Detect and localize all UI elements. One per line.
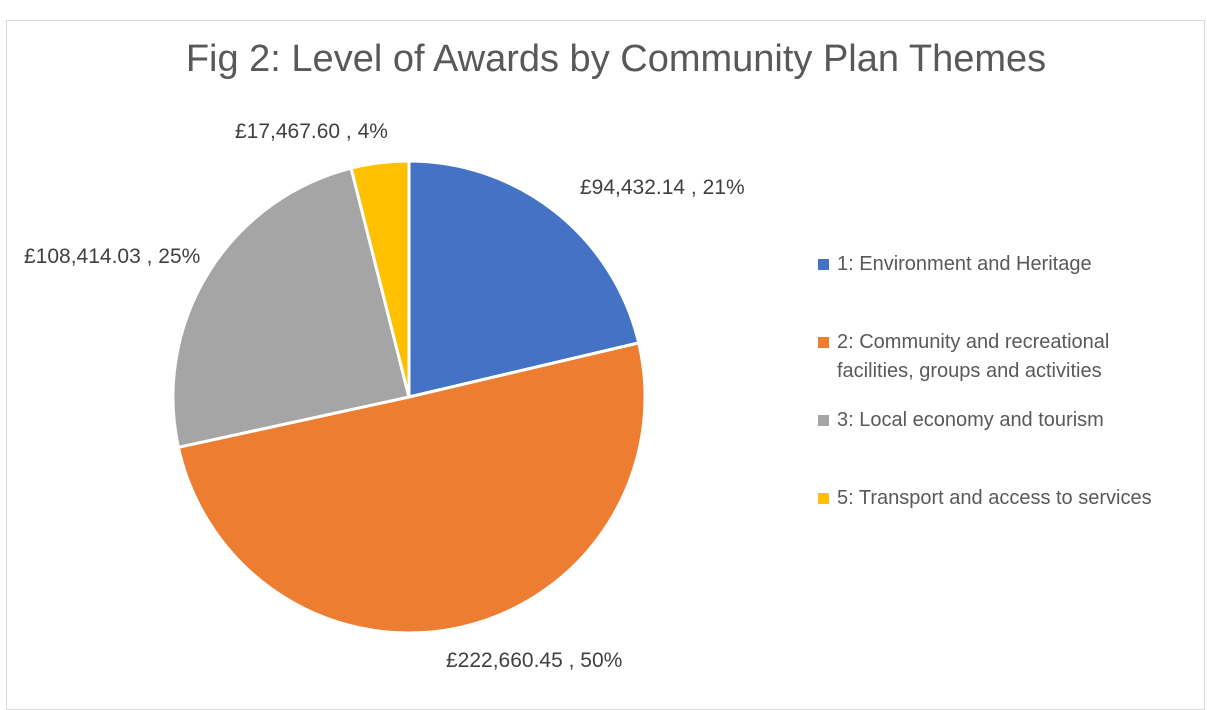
legend-swatch-economy (818, 415, 829, 426)
pie-slices (171, 159, 647, 635)
chart-title: Fig 2: Level of Awards by Community Plan… (185, 38, 1047, 80)
data-label-economy: £108,414.03 , 25% (24, 245, 200, 268)
pie-slice-transport (349, 159, 411, 399)
legend-item-community: 2: Community and recreational facilities… (818, 330, 1187, 386)
legend-item-transport: 5: Transport and access to services (818, 486, 1187, 513)
pie-slice-economy (171, 166, 411, 449)
data-label-community: £222,660.45 , 50% (446, 649, 622, 672)
data-labels: £94,432.14 , 21% £222,660.45 , 50% £108,41… (24, 120, 745, 672)
legend-item-environment: 1: Environment and Heritage (818, 252, 1187, 279)
pie-slice-environment (407, 159, 641, 399)
legend-swatch-transport (818, 493, 829, 504)
legend-label-environment: 1: Environment and Heritage (837, 253, 1092, 275)
legend-swatch-environment (818, 259, 829, 270)
pie-chart: £94,432.14 , 21% £222,660.45 , 50% £108,41… (24, 120, 745, 672)
legend-swatch-community (818, 337, 829, 348)
data-label-environment: £94,432.14 , 21% (580, 176, 745, 199)
legend-label-transport: 5: Transport and access to services (837, 487, 1152, 509)
legend-label-economy: 3: Local economy and tourism (837, 409, 1104, 431)
pie-slice-community (176, 341, 647, 635)
data-label-transport: £17,467.60 , 4% (235, 120, 388, 143)
legend-item-economy: 3: Local economy and tourism (818, 408, 1187, 435)
legend-label-community: 2: Community and recreational facilities… (837, 331, 1110, 382)
